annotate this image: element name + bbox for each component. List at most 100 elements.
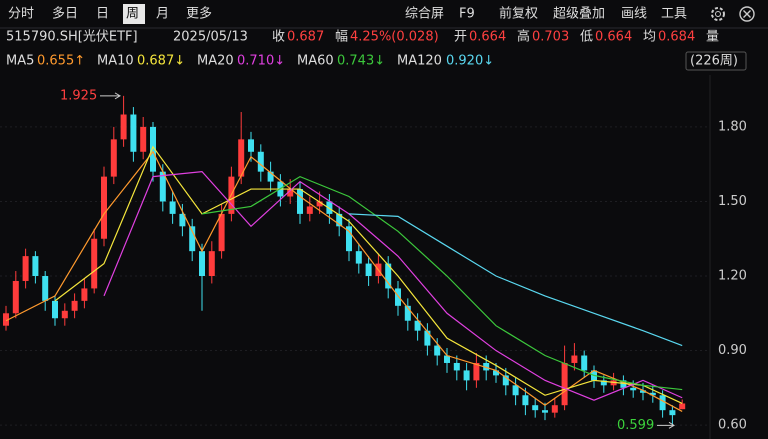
tab[interactable]: 日 bbox=[96, 7, 109, 22]
candle-body bbox=[326, 201, 333, 214]
candle-body bbox=[81, 288, 88, 301]
symbol: 515790.SH[光伏ETF] bbox=[6, 30, 138, 45]
tool-button[interactable]: 画线 bbox=[621, 7, 647, 22]
legend-value: 0.743↓ bbox=[337, 54, 385, 69]
candle-body bbox=[679, 403, 686, 410]
tool-button[interactable]: 综合屏 bbox=[405, 7, 444, 22]
tool-button[interactable]: 前复权 bbox=[499, 6, 538, 22]
tool-button[interactable]: 超级叠加 bbox=[553, 7, 605, 22]
candle-body bbox=[561, 362, 568, 406]
candle-body bbox=[101, 176, 107, 239]
tab[interactable]: 月 bbox=[156, 7, 169, 22]
quote-label: 幅 bbox=[335, 30, 348, 45]
candle-body bbox=[532, 405, 539, 411]
candle-body bbox=[385, 263, 392, 289]
candle-body bbox=[630, 387, 637, 391]
candle-body bbox=[365, 263, 372, 277]
candle-body bbox=[3, 313, 9, 326]
candle-body bbox=[71, 300, 78, 311]
quote-label: 收 bbox=[272, 30, 285, 45]
ma-line bbox=[54, 145, 683, 405]
candle-body bbox=[120, 114, 127, 140]
legend-name: MA20 bbox=[197, 54, 234, 69]
candle-body bbox=[208, 251, 215, 277]
legend-value: 0.655↑ bbox=[37, 54, 85, 69]
candle-body bbox=[248, 139, 254, 152]
legend-value: 0.920↓ bbox=[446, 54, 494, 69]
quote-value: 0.684 bbox=[658, 30, 695, 45]
candle-body bbox=[22, 256, 29, 281]
tab[interactable]: 更多 bbox=[186, 6, 212, 22]
quote-value: 0.703 bbox=[532, 30, 569, 45]
candle-body bbox=[649, 392, 656, 396]
close-icon[interactable] bbox=[739, 6, 755, 22]
quote-value: 0.664 bbox=[595, 30, 632, 45]
candle-body bbox=[434, 345, 441, 356]
candle-body bbox=[493, 370, 499, 376]
legend-value: 0.687↓ bbox=[137, 54, 185, 69]
y-tick-label: 1.20 bbox=[718, 269, 747, 284]
quote-label: 均 bbox=[643, 30, 656, 45]
quote-label: 高 bbox=[517, 29, 530, 45]
candle-body bbox=[238, 139, 245, 177]
tool-button[interactable]: 工具 bbox=[661, 7, 687, 22]
candle-body bbox=[32, 256, 39, 277]
tab[interactable]: 多日 bbox=[52, 6, 78, 22]
legend-name: MA5 bbox=[6, 54, 34, 69]
candle-body bbox=[502, 375, 509, 386]
candle-body bbox=[179, 213, 186, 227]
candle-body bbox=[61, 310, 68, 319]
period-label[interactable]: (226周) bbox=[690, 54, 738, 69]
candle-body bbox=[140, 126, 147, 152]
candle-body bbox=[669, 410, 676, 416]
ma-line bbox=[103, 171, 683, 401]
candle-body bbox=[267, 171, 274, 182]
candle-body bbox=[395, 288, 401, 306]
ma-line bbox=[5, 150, 683, 412]
quote-label: 低 bbox=[580, 30, 593, 45]
candle-body bbox=[600, 380, 607, 386]
candle-body bbox=[551, 405, 558, 413]
candle-body bbox=[512, 385, 519, 396]
candle-body bbox=[424, 330, 431, 346]
candle-body bbox=[483, 362, 490, 371]
quote-label: 量 bbox=[706, 30, 719, 45]
quote-label: 开 bbox=[454, 30, 467, 45]
settings-icon[interactable] bbox=[711, 7, 725, 21]
period-box[interactable] bbox=[685, 51, 747, 71]
y-tick-label: 1.80 bbox=[718, 119, 747, 134]
candle-body bbox=[620, 380, 627, 388]
quote-value: 0.664 bbox=[469, 30, 506, 45]
candle-body bbox=[346, 226, 352, 252]
candle-body bbox=[218, 213, 225, 252]
candle-body bbox=[659, 395, 666, 411]
candle-body bbox=[189, 226, 196, 252]
quote-value: 4.25%(0.028) bbox=[350, 30, 439, 45]
min-arrow bbox=[657, 421, 675, 429]
candle-body bbox=[414, 320, 421, 331]
candle-body bbox=[12, 280, 19, 314]
tab[interactable]: 分时 bbox=[8, 7, 34, 22]
tab-highlight bbox=[123, 4, 145, 24]
min-marker: 0.599 bbox=[617, 418, 654, 433]
candle-body bbox=[581, 355, 588, 371]
tool-button[interactable]: F9 bbox=[459, 7, 475, 22]
candle-body bbox=[297, 189, 303, 214]
date: 2025/05/13 bbox=[173, 30, 248, 45]
candle-body bbox=[91, 238, 98, 289]
y-tick-label: 0.90 bbox=[718, 343, 747, 358]
candle-body bbox=[444, 355, 450, 363]
candle-body bbox=[52, 300, 58, 319]
candle-body bbox=[199, 251, 205, 277]
ma-line bbox=[201, 175, 683, 391]
max-marker: 1.925 bbox=[60, 88, 97, 103]
tab[interactable]: 周 bbox=[126, 7, 139, 22]
candle-body bbox=[159, 171, 166, 202]
candle-body bbox=[316, 201, 323, 207]
candle-body bbox=[453, 362, 460, 371]
quote-value: 0.687 bbox=[287, 30, 324, 45]
candle-body bbox=[542, 410, 548, 413]
candle-body bbox=[640, 390, 646, 393]
